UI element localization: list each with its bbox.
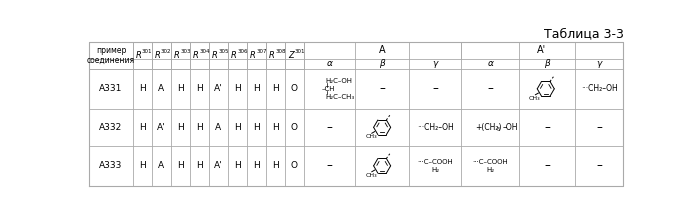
Text: A331: A331 [99, 84, 123, 93]
Text: H: H [196, 123, 203, 132]
Text: 301: 301 [142, 49, 153, 54]
Text: H: H [177, 123, 183, 132]
Text: –: – [327, 159, 332, 172]
Text: R: R [212, 51, 217, 60]
Text: H: H [234, 123, 240, 132]
Text: H₂C–CH₃: H₂C–CH₃ [325, 94, 354, 100]
Text: –: – [596, 159, 602, 172]
Text: –: – [544, 121, 550, 134]
Text: H: H [253, 123, 260, 132]
Text: –: – [596, 121, 602, 134]
Text: R: R [231, 51, 236, 60]
Text: –: – [327, 121, 332, 134]
Text: R: R [174, 51, 179, 60]
Text: пример
соединения: пример соединения [87, 46, 135, 65]
Text: 308: 308 [275, 49, 286, 54]
Text: H₂C–OH: H₂C–OH [325, 78, 352, 84]
Text: Таблица 3-3: Таблица 3-3 [544, 27, 623, 40]
Text: 303: 303 [180, 49, 190, 54]
Text: 306: 306 [237, 49, 247, 54]
Text: A': A' [214, 161, 222, 170]
Text: 301: 301 [294, 49, 305, 54]
Text: H: H [177, 161, 183, 170]
Text: A: A [158, 161, 164, 170]
Text: 302: 302 [161, 49, 171, 54]
Text: O: O [291, 84, 298, 93]
Text: R: R [135, 51, 141, 60]
Text: O: O [291, 123, 298, 132]
Text: –: – [544, 159, 550, 172]
Text: –OH: –OH [503, 123, 518, 132]
Text: β: β [544, 59, 550, 68]
Text: ···C–COOH: ···C–COOH [418, 159, 453, 165]
Text: R: R [268, 51, 275, 60]
Text: O: O [291, 161, 298, 170]
Text: CH₃: CH₃ [529, 96, 540, 101]
Text: H₂: H₂ [431, 167, 439, 173]
Text: CH₃: CH₃ [365, 173, 377, 178]
Text: H: H [253, 84, 260, 93]
Text: A': A' [537, 45, 546, 55]
Text: H: H [234, 84, 240, 93]
Text: H: H [139, 161, 146, 170]
Text: –: – [379, 82, 385, 95]
Text: 307: 307 [256, 49, 267, 54]
Text: +(CH₂): +(CH₂) [475, 123, 502, 132]
Text: γ: γ [432, 59, 438, 68]
Text: ···CH₂–OH: ···CH₂–OH [581, 84, 618, 93]
Text: 304: 304 [199, 49, 210, 54]
Text: H: H [272, 161, 279, 170]
Text: A: A [158, 84, 164, 93]
Text: α: α [327, 59, 332, 68]
Text: A': A' [214, 84, 222, 93]
Text: A333: A333 [99, 161, 123, 170]
Text: R: R [250, 51, 256, 60]
Text: Z: Z [288, 51, 293, 60]
Text: 305: 305 [218, 49, 229, 54]
Text: H: H [196, 161, 203, 170]
Text: β: β [379, 59, 385, 68]
Text: H: H [234, 161, 240, 170]
Text: CH₃: CH₃ [365, 134, 377, 140]
Text: A': A' [157, 123, 165, 132]
Text: γ: γ [597, 59, 602, 68]
Text: –: – [432, 82, 438, 95]
Text: A332: A332 [100, 123, 123, 132]
Text: H: H [177, 84, 183, 93]
Text: H: H [196, 84, 203, 93]
Text: R: R [155, 51, 160, 60]
Text: α: α [487, 59, 493, 68]
Text: ···CH₂–OH: ···CH₂–OH [417, 123, 454, 132]
Text: –: – [487, 82, 493, 95]
Text: H: H [139, 123, 146, 132]
Text: ···C–COOH: ···C–COOH [473, 159, 508, 165]
Text: H: H [272, 123, 279, 132]
Text: A: A [215, 123, 221, 132]
Text: 5: 5 [496, 127, 500, 132]
Text: –CH: –CH [322, 86, 335, 92]
Text: R: R [192, 51, 199, 60]
Text: H: H [253, 161, 260, 170]
Text: H₂: H₂ [486, 167, 494, 173]
Text: A: A [379, 45, 386, 55]
Text: H: H [139, 84, 146, 93]
Text: H: H [272, 84, 279, 93]
